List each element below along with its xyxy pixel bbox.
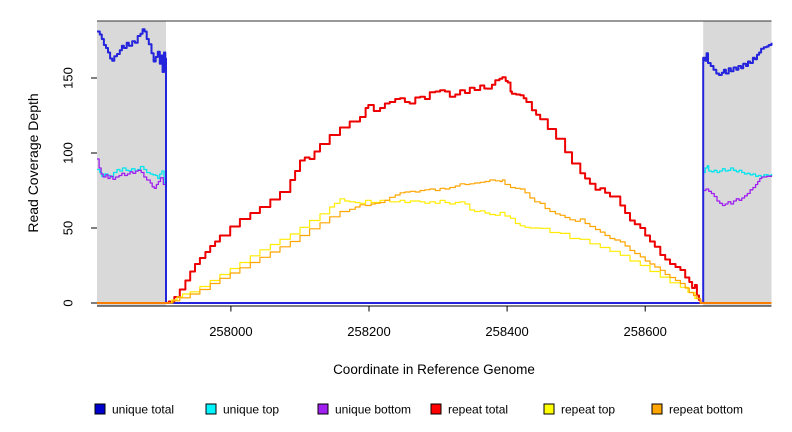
y-tick-label: 50 xyxy=(61,221,76,235)
x-tick-label: 258400 xyxy=(485,324,528,339)
x-axis-title: Coordinate in Reference Genome xyxy=(333,362,535,377)
series-line-unique-total xyxy=(97,28,773,304)
series-line-repeat-total xyxy=(97,76,772,304)
x-tick-label: 258600 xyxy=(624,324,667,339)
series-line-repeat-bottom xyxy=(97,179,772,304)
y-tick-label: 0 xyxy=(61,299,76,306)
series-line-unique-bottom xyxy=(97,158,773,304)
y-axis-title: Read Coverage Depth xyxy=(25,93,41,232)
y-tick-label: 100 xyxy=(61,142,76,164)
legend-swatch-repeat-top xyxy=(543,403,555,415)
shaded-region-unique-flank-right xyxy=(703,21,772,306)
legend-label-unique-total: unique total xyxy=(112,403,174,417)
x-tick-label: 258000 xyxy=(209,324,252,339)
series-lines xyxy=(97,28,773,304)
legend-swatch-repeat-total xyxy=(430,403,442,415)
legend-label-repeat-top: repeat top xyxy=(561,403,615,417)
shaded-region-unique-flank-left xyxy=(97,21,166,306)
legend-swatch-unique-top xyxy=(205,403,217,415)
legend-swatch-repeat-bottom xyxy=(651,403,663,415)
x-tick-label: 258200 xyxy=(347,324,390,339)
legend: unique total unique top unique bottom repea… xyxy=(94,403,743,417)
legend-label-unique-top: unique top xyxy=(223,403,279,417)
legend-label-repeat-total: repeat total xyxy=(448,403,508,417)
legend-label-repeat-bottom: repeat bottom xyxy=(669,403,743,417)
series-line-repeat-top xyxy=(97,198,772,304)
axes: 258000 258200 258400 258600 0 50 100 150 xyxy=(61,20,772,339)
shaded-regions xyxy=(97,21,772,306)
legend-swatch-unique-bottom xyxy=(317,403,329,415)
y-tick-label: 150 xyxy=(61,67,76,89)
legend-swatch-unique-total xyxy=(94,403,106,415)
legend-label-unique-bottom: unique bottom xyxy=(335,403,411,417)
